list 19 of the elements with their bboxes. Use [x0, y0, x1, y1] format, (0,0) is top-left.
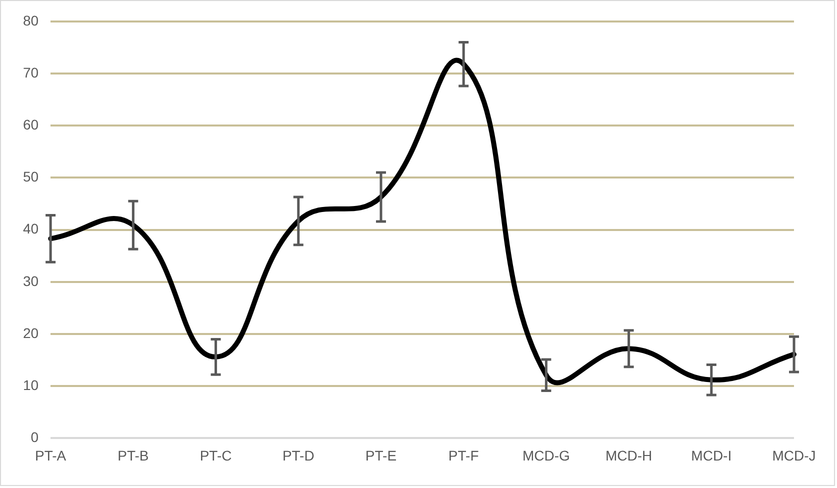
y-tick-label: 0 [30, 429, 39, 446]
y-tick-label: 80 [22, 12, 39, 28]
x-tick-label: MCD-H [605, 447, 652, 464]
x-tick-label: MCD-I [691, 447, 732, 464]
x-tick-label: PT-A [35, 447, 67, 464]
y-tick-label: 40 [22, 220, 39, 237]
x-tick-label: PT-E [365, 447, 397, 464]
y-tick-label: 20 [22, 324, 39, 341]
x-tick-label: PT-C [200, 447, 232, 464]
x-tick-label: MCD-J [772, 447, 816, 464]
y-tick-label: 60 [22, 116, 39, 132]
y-tick-label: 30 [22, 272, 39, 289]
y-tick-label: 70 [22, 64, 39, 80]
x-tick-label: PT-D [282, 447, 314, 464]
x-tick-label: MCD-G [522, 447, 570, 464]
y-tick-label: 50 [22, 168, 39, 185]
x-tick-label: PT-F [448, 447, 479, 464]
y-tick-label: 10 [22, 376, 39, 393]
x-tick-label: PT-B [118, 447, 149, 464]
